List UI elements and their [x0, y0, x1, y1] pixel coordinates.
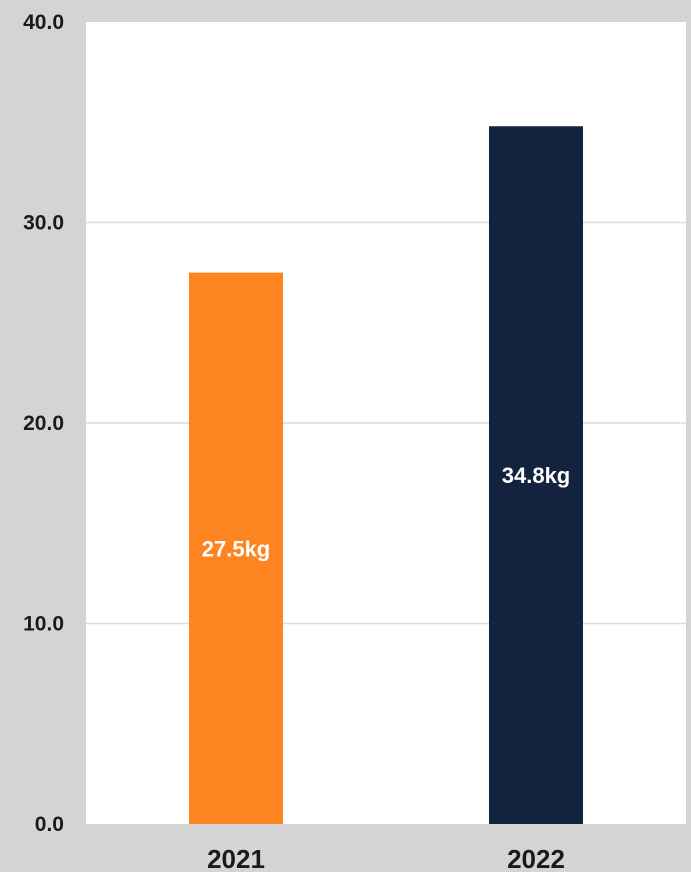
gridlines	[86, 221, 686, 625]
y-tick-label: 10.0	[23, 613, 64, 636]
bar-2022	[489, 126, 583, 824]
x-tick-label: 2021	[207, 844, 265, 872]
y-tick-label: 0.0	[35, 813, 64, 836]
bars	[189, 126, 583, 824]
data-label: 34.8kg	[502, 463, 571, 488]
y-tick-label: 40.0	[23, 11, 64, 34]
y-axis-ticks: 0.0 10.0 20.0 30.0 40.0	[23, 11, 64, 836]
x-axis-ticks: 2021 2022	[207, 844, 565, 872]
bar-2021	[189, 272, 283, 824]
x-tick-label: 2022	[507, 844, 565, 872]
y-tick-label: 30.0	[23, 212, 64, 235]
data-label: 27.5kg	[202, 536, 271, 561]
y-tick-label: 20.0	[23, 412, 64, 435]
data-labels: 27.5kg 34.8kg	[202, 463, 571, 561]
